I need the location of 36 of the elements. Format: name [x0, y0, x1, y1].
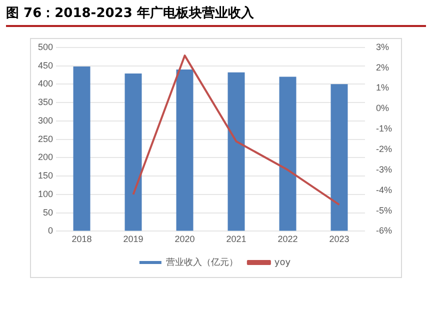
- y-tick-label: 500: [38, 42, 54, 52]
- x-tick-label: 2019: [123, 234, 144, 244]
- y-tick-label: 350: [38, 97, 54, 108]
- y-tick-label: 0: [48, 226, 54, 236]
- y2-tick-label: 1%: [376, 82, 390, 93]
- chart-title: 图 76：2018-2023 年广电板块营业收入: [6, 4, 426, 27]
- bar: [330, 84, 348, 231]
- x-tick-label: 2023: [329, 234, 350, 244]
- y-tick-label: 250: [38, 134, 54, 144]
- x-tick-label: 2018: [72, 234, 92, 244]
- bar: [176, 69, 194, 231]
- x-tick-label: 2022: [278, 234, 298, 244]
- y2-tick-label: -5%: [376, 205, 392, 216]
- x-tick-label: 2021: [226, 234, 246, 244]
- y2-tick-label: -2%: [376, 144, 392, 154]
- y-tick-label: 450: [38, 60, 54, 70]
- y2-tick-label: -4%: [376, 184, 392, 195]
- y-tick-label: 50: [43, 207, 54, 218]
- y-tick-label: 300: [38, 115, 54, 126]
- x-tick-label: 2020: [174, 234, 195, 244]
- y2-tick-label: -6%: [376, 226, 392, 236]
- legend-label: 营业收入（亿元）: [166, 256, 238, 268]
- y-tick-label: 150: [38, 170, 54, 181]
- bar: [73, 66, 90, 231]
- bar: [279, 76, 296, 231]
- y2-tick-label: 0%: [376, 103, 390, 114]
- y2-tick-label: 3%: [376, 42, 390, 52]
- y2-tick-label: -3%: [376, 164, 392, 174]
- y-tick-label: 200: [38, 152, 54, 162]
- y2-tick-label: 2%: [376, 62, 390, 72]
- y2-tick-label: -1%: [376, 124, 392, 134]
- legend-label: yoy: [274, 258, 292, 268]
- bar: [228, 72, 245, 231]
- y-tick-label: 100: [38, 188, 54, 199]
- bar: [124, 74, 142, 231]
- y-tick-label: 400: [38, 78, 54, 89]
